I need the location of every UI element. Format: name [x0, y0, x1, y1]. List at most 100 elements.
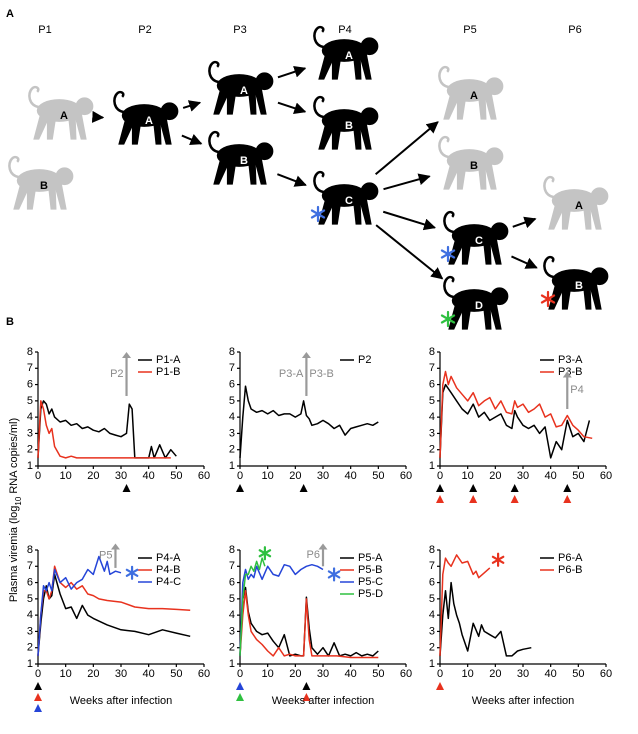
- y-tick-label: 2: [229, 444, 235, 456]
- passage-triangle: [436, 682, 444, 690]
- x-tick-label: 50: [372, 668, 384, 680]
- y-tick-label: 3: [27, 427, 33, 439]
- series-line: [439, 383, 591, 459]
- animal-label: A: [60, 110, 68, 122]
- x-tick-label: 50: [572, 668, 584, 680]
- legend-label: P5-D: [358, 588, 383, 600]
- x-tick-label: 20: [489, 668, 501, 680]
- asterisk: [125, 565, 139, 580]
- y-tick-label: 2: [429, 444, 435, 456]
- animal-label: B: [470, 160, 478, 172]
- x-tick-label: 40: [143, 470, 155, 482]
- x-tick-label: 40: [545, 470, 557, 482]
- y-tick-label: 8: [429, 346, 435, 358]
- x-tick-label: 50: [372, 470, 384, 482]
- passage-triangle: [436, 484, 444, 492]
- x-tick-label: 10: [262, 470, 274, 482]
- passage-arrowhead: [122, 352, 132, 358]
- x-tick-label: 0: [35, 470, 41, 482]
- y-tick-label: 4: [27, 411, 33, 423]
- series-line: [239, 563, 324, 656]
- passage-label: P5: [463, 24, 476, 36]
- legend-label: P5-A: [358, 552, 383, 564]
- x-tick-label: 10: [60, 668, 72, 680]
- x-tick-label: 20: [489, 470, 501, 482]
- y-tick-label: 3: [229, 625, 235, 637]
- asterisk-stroke: [125, 568, 139, 577]
- asterisk: [440, 245, 456, 263]
- asterisk-stroke: [258, 549, 272, 558]
- animal-label: A: [145, 115, 153, 127]
- x-tick-label: 60: [400, 668, 412, 680]
- passage-arrowhead: [301, 352, 311, 358]
- y-label-part: Plasma viremia (log: [8, 506, 20, 603]
- y-tick-label: 4: [27, 609, 33, 621]
- transmission-arrow: [277, 66, 307, 79]
- y-tick-label: 7: [27, 362, 33, 374]
- transmission-arrow: [182, 100, 202, 112]
- passage-triangle: [510, 495, 519, 503]
- y-label-subscript: 10: [14, 496, 23, 505]
- passage-label: P6: [568, 24, 581, 36]
- passage-triangle: [236, 682, 244, 690]
- animal-label: C: [345, 195, 353, 207]
- passage-label: P1: [38, 24, 51, 36]
- passage-triangle: [563, 495, 572, 503]
- y-tick-label: 5: [27, 395, 33, 407]
- passage-triangle: [236, 484, 244, 492]
- series-line: [239, 589, 379, 659]
- asterisk: [310, 205, 326, 223]
- legend-label: P3-B: [558, 366, 582, 378]
- x-tick-label: 50: [572, 470, 584, 482]
- y-tick-label: 3: [27, 625, 33, 637]
- series-line: [37, 565, 191, 656]
- x-tick-label: 50: [170, 668, 182, 680]
- asterisk-stroke: [310, 209, 326, 219]
- x-tick-label: 40: [143, 668, 155, 680]
- transmission-arrow: [375, 224, 444, 280]
- passage-label: P2: [110, 368, 123, 380]
- panel-label: B: [6, 316, 14, 328]
- x-tick-label: 30: [317, 668, 329, 680]
- y-tick-label: 5: [229, 395, 235, 407]
- asterisk-stroke: [327, 570, 341, 579]
- passage-label: P4: [338, 24, 351, 36]
- y-tick-label: 5: [429, 395, 435, 407]
- y-tick-label: 6: [229, 378, 235, 390]
- asterisk: [327, 567, 341, 582]
- legend-label: P5-C: [358, 576, 383, 588]
- asterisk: [440, 310, 456, 328]
- x-tick-label: 10: [462, 470, 474, 482]
- y-label-part: RNA copies/ml): [8, 418, 20, 497]
- animal-label: B: [240, 155, 248, 167]
- y-tick-label: 6: [429, 576, 435, 588]
- y-tick-label: 4: [229, 609, 235, 621]
- passage-triangle: [122, 484, 131, 492]
- x-tick-label: 40: [345, 470, 357, 482]
- passage-label: P2: [138, 24, 151, 36]
- passage-label: P3-A: [279, 368, 304, 380]
- transmission-arrow: [511, 255, 538, 269]
- animal-label: D: [475, 300, 483, 312]
- legend-label: P3-A: [558, 354, 583, 366]
- series-line: [439, 581, 532, 657]
- panel-label: A: [6, 8, 14, 20]
- x-tick-label: 60: [600, 470, 612, 482]
- y-tick-label: 7: [229, 560, 235, 572]
- y-axis-label: Plasma viremia (log10 RNA copies/ml): [8, 418, 23, 602]
- animal-label: A: [470, 90, 478, 102]
- y-tick-label: 5: [27, 593, 33, 605]
- y-tick-label: 5: [229, 593, 235, 605]
- x-tick-label: 20: [289, 668, 301, 680]
- animal-label: A: [575, 200, 583, 212]
- y-tick-label: 8: [429, 544, 435, 556]
- y-tick-label: 7: [229, 362, 235, 374]
- y-tick-label: 6: [429, 378, 435, 390]
- asterisk-stroke: [440, 314, 456, 324]
- y-tick-label: 8: [229, 346, 235, 358]
- x-tick-label: 0: [437, 470, 443, 482]
- animal-label: A: [345, 50, 353, 62]
- animal-label: A: [240, 85, 248, 97]
- animal-label: C: [475, 235, 483, 247]
